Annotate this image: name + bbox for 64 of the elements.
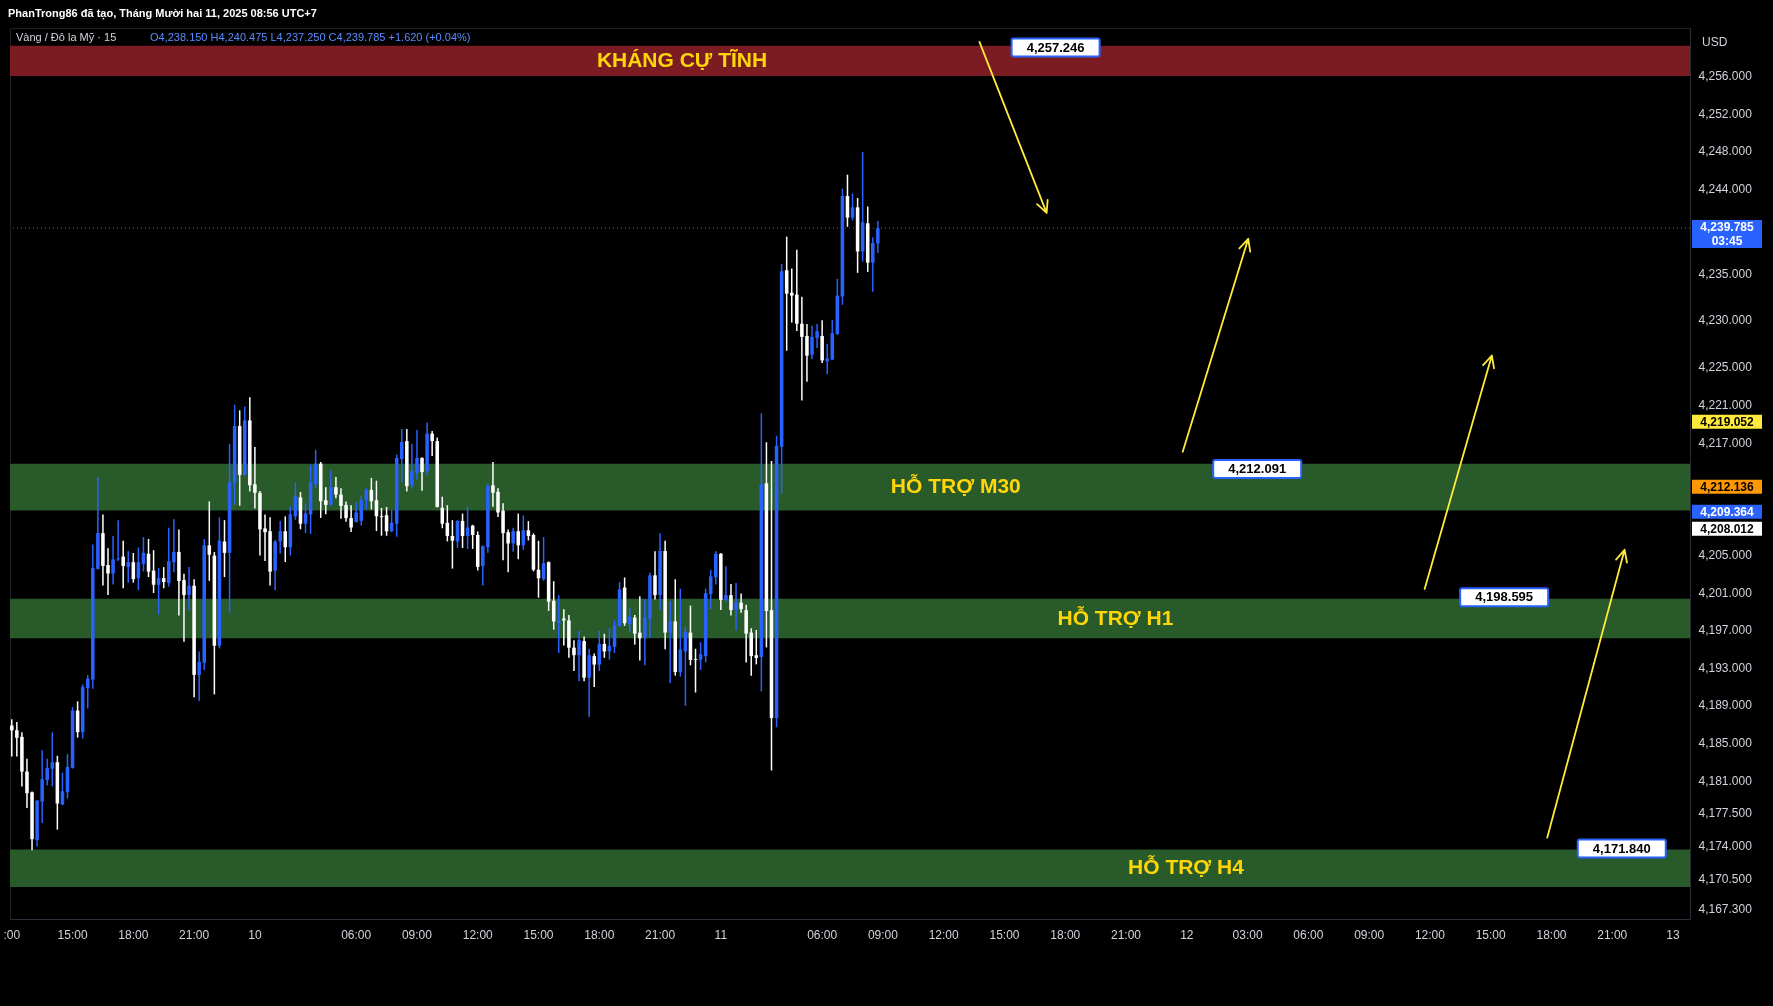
text: 4,212.136 <box>1700 479 1755 494</box>
y-tick-label: 4,205.000 <box>1698 548 1753 563</box>
band-label: KHÁNG CỰ TĨNH <box>596 47 768 71</box>
text: 4,208.012 <box>1700 521 1755 536</box>
x-tick-label: 18:00 <box>118 927 149 942</box>
y-tick-label: 4,181.000 <box>1698 773 1753 788</box>
y-tick-label: 4,225.000 <box>1698 360 1753 375</box>
y-tick-label: 4,185.000 <box>1698 735 1753 750</box>
x-tick-label: 15:00 <box>523 927 554 942</box>
y-tick-label: 4,230.000 <box>1698 313 1753 328</box>
text: PhanTrong86 đã tạo, Tháng Mười hai 11, 2025 08:56 UTC+7 <box>8 7 317 20</box>
y-tick-label: 4,221.000 <box>1698 397 1753 412</box>
x-tick-label: 06:00 <box>341 927 372 942</box>
chart-title: Vàng / Đô la Mỹ · 15 <box>16 31 117 43</box>
chart-subtitle: O4,238.150 H4,240.475 L4,237.250 C4,239.785 +1.620 (+0.04%) <box>150 31 471 43</box>
y-tick-label: 4,244.000 <box>1698 182 1753 197</box>
y-tick-label: 4,189.000 <box>1698 698 1753 713</box>
x-tick-label: 15:00 <box>989 927 1020 942</box>
x-tick-label: 12:00 <box>1414 927 1446 942</box>
x-tick-label: 11 <box>714 927 728 942</box>
text: 4,209.364 <box>1700 504 1755 519</box>
x-tick-label: 06:00 <box>807 927 838 942</box>
band-label: HỖ TRỢ M30 <box>890 474 1021 498</box>
x-tick-label: 18:00 <box>1536 927 1567 942</box>
y-tick-label: 4,248.000 <box>1698 144 1753 159</box>
band-label: HỖ TRỢ H4 <box>1128 855 1245 879</box>
x-tick-label: 21:00 <box>1597 927 1628 942</box>
x-tick-label: 06:00 <box>1293 927 1324 942</box>
x-tick-label: 12:00 <box>928 927 960 942</box>
y-tick-label: 4,256.000 <box>1698 69 1753 84</box>
x-tick-label: 12:00 <box>462 927 494 942</box>
y-tick-label: 4,177.500 <box>1698 806 1753 821</box>
x-tick-label: 18:00 <box>1050 927 1081 942</box>
x-tick-label: 21:00 <box>1111 927 1142 942</box>
y-tick-label: 4,217.000 <box>1698 435 1753 450</box>
x-tick-label: 10 <box>248 927 262 942</box>
y-tick-label: 4,235.000 <box>1698 266 1753 281</box>
x-tick-label: 09:00 <box>867 927 899 942</box>
annotation: 4,198.595 <box>1475 589 1534 605</box>
y-tick-label: 4,174.000 <box>1698 839 1753 854</box>
ref-line-label: 4,239.785 03:45 <box>1700 220 1755 249</box>
x-tick-label: 21:00 <box>179 927 210 942</box>
x-tick-label: 09:00 <box>401 927 433 942</box>
y-tick-label: 4,170.500 <box>1698 872 1753 887</box>
x-tick-label: 09:00 <box>1354 927 1385 942</box>
x-tick-label: 21:00 <box>645 927 676 942</box>
x-tick-label: 13 <box>1666 927 1681 942</box>
y-axis-title: USD <box>1702 35 1728 49</box>
x-tick-label: 12 <box>1180 927 1194 942</box>
band-label: HỖ TRỢ H1 <box>1057 605 1174 629</box>
annotation: 4,257.246 <box>1026 39 1085 55</box>
x-tick-label: 18:00 <box>584 927 615 942</box>
y-tick-label: 4,201.000 <box>1698 585 1753 600</box>
annotation: 4,171.840 <box>1592 840 1651 856</box>
annotation: 4,212.091 <box>1228 460 1287 476</box>
x-tick-label: :00 <box>3 927 21 942</box>
x-tick-label: 03:00 <box>1232 927 1263 942</box>
x-tick-label: 15:00 <box>57 927 88 942</box>
text: 4,219.052 <box>1700 414 1755 429</box>
x-tick-label: 15:00 <box>1475 927 1507 942</box>
y-tick-label: 4,197.000 <box>1698 623 1753 638</box>
y-tick-label: 4,167.300 <box>1698 902 1753 917</box>
y-tick-label: 4,252.000 <box>1698 106 1753 121</box>
y-tick-label: 4,193.000 <box>1698 660 1753 675</box>
